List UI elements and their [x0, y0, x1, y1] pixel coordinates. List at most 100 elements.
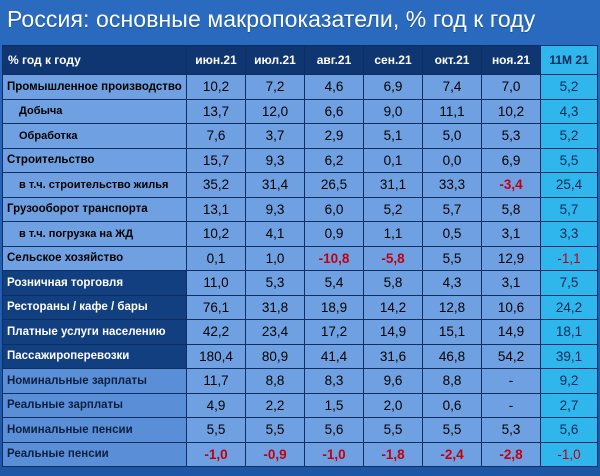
header-month: окт.21 [422, 45, 482, 75]
table-cell: 6,0 [304, 196, 364, 222]
table-cell: 31,4 [245, 172, 305, 198]
header-row: % год к году июн.21 июл.21 авг.21 сен.21… [2, 45, 598, 75]
table-cell: -2,8 [481, 441, 541, 467]
row-label: Номинальные пенсии [2, 417, 187, 443]
table-cell: -1,8 [363, 441, 423, 467]
table-cell: 11,1 [422, 98, 482, 124]
table-cell: 7,6 [186, 123, 246, 149]
total-cell: 7,5 [540, 270, 598, 296]
row-label: Пассажироперевозки [2, 343, 187, 369]
table-cell: 13,7 [186, 98, 246, 124]
table-cell: 0,5 [422, 221, 482, 247]
table-cell: 3,7 [245, 123, 305, 149]
table-cell: 18,9 [304, 294, 364, 320]
total-cell: 5,7 [540, 196, 598, 222]
table-cell: 9,6 [363, 368, 423, 394]
total-cell: 5,6 [540, 417, 598, 443]
table-cell: 33,3 [422, 172, 482, 198]
row-label: Рестораны / кафе / бары [2, 294, 187, 320]
page-title: Россия: основные макропоказатели, % год … [7, 6, 536, 32]
table-cell: 180,4 [186, 343, 246, 369]
table-cell: 31,6 [363, 343, 423, 369]
table-row: Промышленное производство 10,2 7,2 4,6 6,9 7,… [2, 74, 598, 100]
table-cell: 5,3 [245, 270, 305, 296]
table-cell: 5,8 [481, 196, 541, 222]
table-cell: -5,8 [363, 245, 423, 271]
table-cell: 6,6 [304, 98, 364, 124]
table-cell: 2,2 [245, 392, 305, 418]
row-label: Реальные зарплаты [2, 392, 187, 418]
row-label: Платные услуги населению [2, 319, 187, 345]
row-label: Грузооборот транспорта [2, 196, 187, 222]
row-label: Промышленное производство [2, 74, 187, 100]
table-cell: 8,8 [422, 368, 482, 394]
row-label: Добыча [2, 98, 187, 124]
table-cell: 5,5 [422, 245, 482, 271]
table-cell: 5,5 [422, 417, 482, 443]
table-cell: 10,2 [186, 221, 246, 247]
table-cell: 0,1 [186, 245, 246, 271]
table-cell: 5,1 [363, 123, 423, 149]
table-cell: 4,1 [245, 221, 305, 247]
table-cell: 15,1 [422, 319, 482, 345]
table-cell: 2,0 [363, 392, 423, 418]
table-cell: 54,2 [481, 343, 541, 369]
total-cell: 2,7 [540, 392, 598, 418]
table-cell: 1,1 [363, 221, 423, 247]
table-row: Обработка 7,6 3,7 2,9 5,1 5,0 5,3 5,2 [2, 123, 598, 149]
table-cell: 5,0 [422, 123, 482, 149]
table-cell: -0,9 [245, 441, 305, 467]
row-label: в т.ч. погрузка на ЖД [2, 221, 187, 247]
table-cell: 1,5 [304, 392, 364, 418]
table-row: Номинальные зарплаты 11,7 8,8 8,3 9,6 8,8-9,2 [2, 368, 598, 394]
total-cell: -1,0 [540, 441, 598, 467]
table-row: Номинальные пенсии 5,5 5,5 5,6 5,5 5,5 5,3 5,6 [2, 417, 598, 443]
table-cell: 14,9 [481, 319, 541, 345]
table-cell: 0,9 [304, 221, 364, 247]
table-cell: 5,5 [245, 417, 305, 443]
table-cell: 9,0 [363, 98, 423, 124]
table-cell: 1,0 [245, 245, 305, 271]
total-cell: 25,4 [540, 172, 598, 198]
table-cell: 4,9 [186, 392, 246, 418]
table-cell: 14,9 [363, 319, 423, 345]
table-cell: 12,9 [481, 245, 541, 271]
table-cell: -10,8 [304, 245, 364, 271]
table-row: в т.ч. строительство жилья 35,2 31,4 26,5 31… [2, 172, 598, 198]
row-label: Обработка [2, 123, 187, 149]
table-cell: 9,3 [245, 196, 305, 222]
table-cell: 12,0 [245, 98, 305, 124]
total-cell: 5,2 [540, 123, 598, 149]
row-label: в т.ч. строительство жилья [2, 172, 187, 198]
total-cell: 3,3 [540, 221, 598, 247]
table-row: Реальные пенсии -1,0 -0,9 -1,0 -1,8 -2,4 -2,8-… [2, 441, 598, 467]
table-cell: 0,6 [422, 392, 482, 418]
table-cell: 10,6 [481, 294, 541, 320]
table-cell: 76,1 [186, 294, 246, 320]
table-cell: - [481, 368, 541, 394]
macro-indicators-table: % год к году июн.21 июл.21 авг.21 сен.21… [2, 45, 598, 467]
row-label: Номинальные зарплаты [2, 368, 187, 394]
table-cell: 5,5 [186, 417, 246, 443]
table-cell: 5,5 [363, 417, 423, 443]
table-row: Реальные зарплаты 4,9 2,2 1,5 2,0 0,6-2,7 [2, 392, 598, 418]
table-cell: -1,0 [304, 441, 364, 467]
table-cell: 5,6 [304, 417, 364, 443]
table-cell: 31,1 [363, 172, 423, 198]
table-cell: 5,2 [363, 196, 423, 222]
row-label: Реальные пенсии [2, 441, 187, 467]
table-cell: 7,2 [245, 74, 305, 100]
table-cell: 7,0 [481, 74, 541, 100]
table-cell: 41,4 [304, 343, 364, 369]
table-cell: -2,4 [422, 441, 482, 467]
table-cell: 46,8 [422, 343, 482, 369]
header-month: июл.21 [245, 45, 305, 75]
table-cell: 0,1 [363, 147, 423, 173]
total-cell: 24,2 [540, 294, 598, 320]
table-cell: 10,2 [186, 74, 246, 100]
table-cell: -1,0 [186, 441, 246, 467]
table-cell: 5,4 [304, 270, 364, 296]
table-cell: 26,5 [304, 172, 364, 198]
header-month: сен.21 [363, 45, 423, 75]
header-month: авг.21 [304, 45, 364, 75]
